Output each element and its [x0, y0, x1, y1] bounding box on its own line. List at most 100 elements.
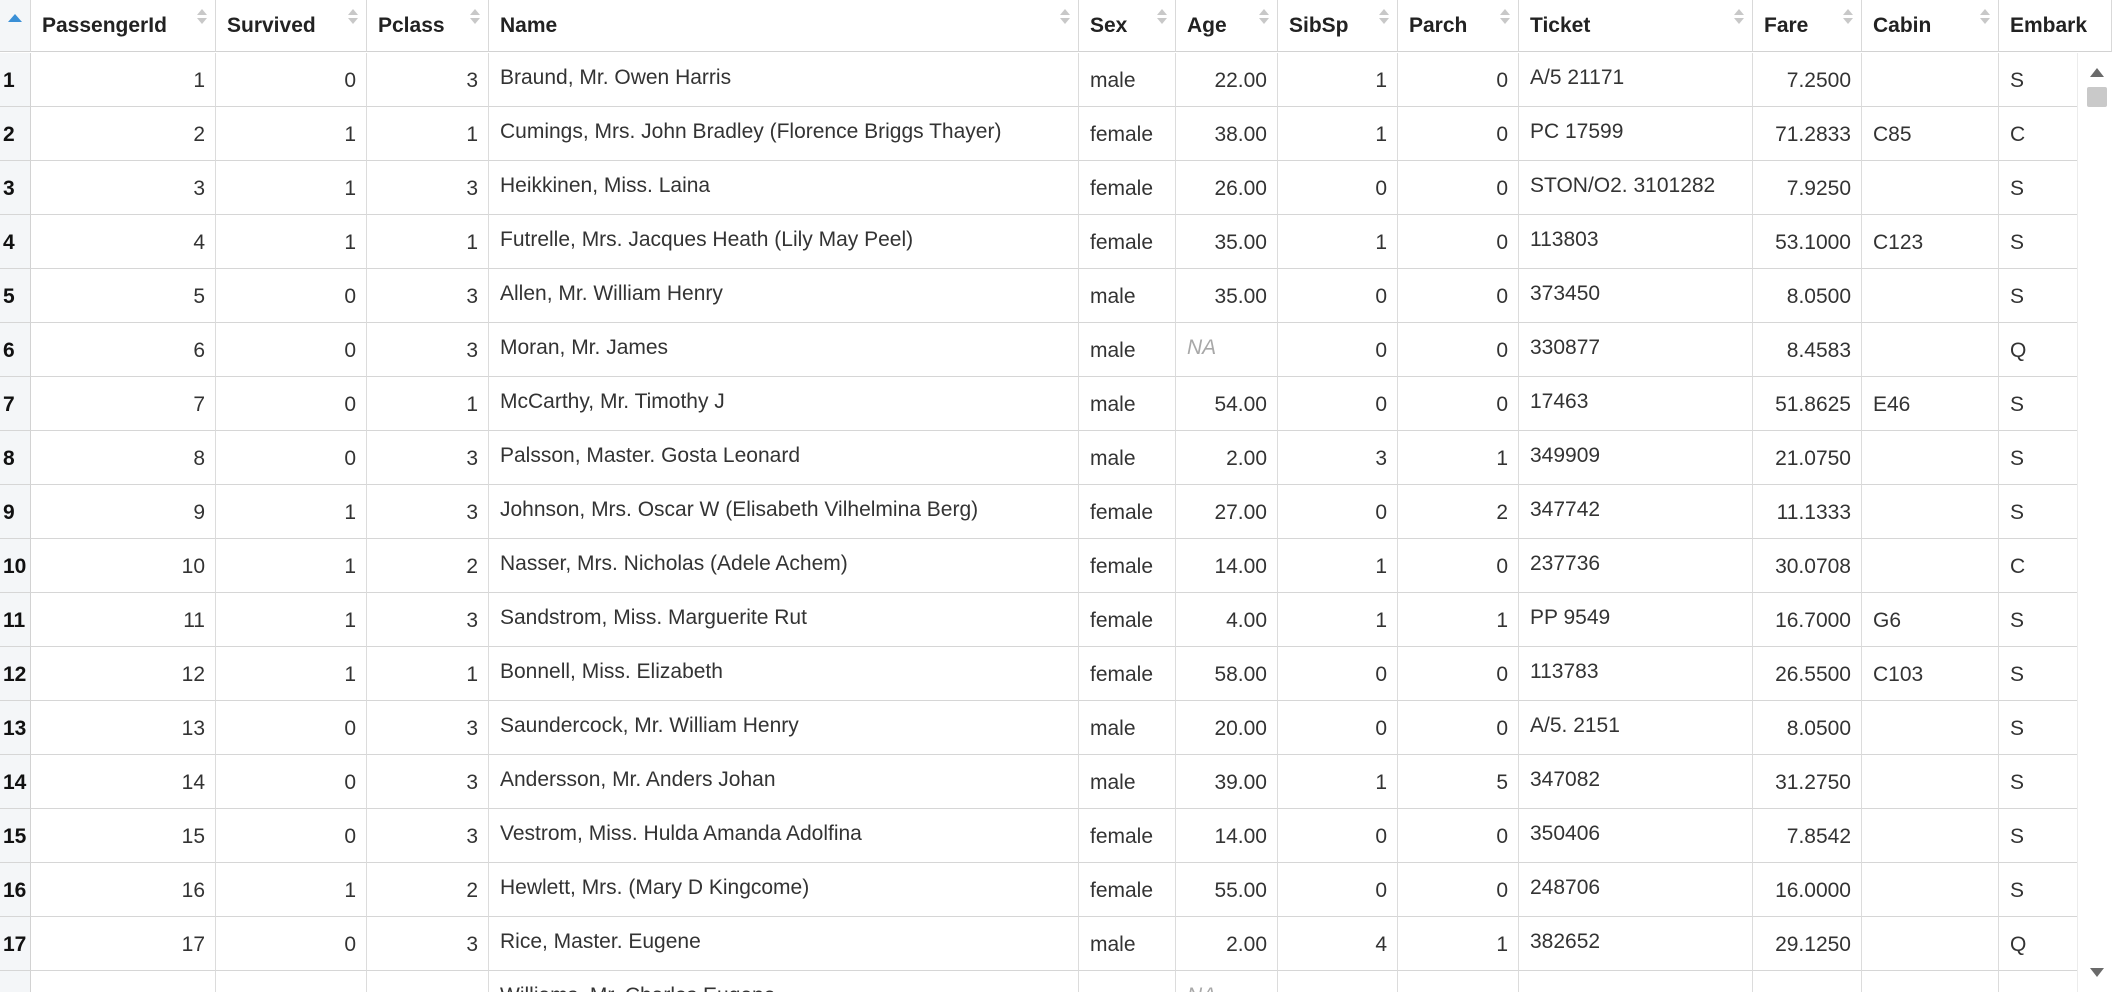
scrollbar-thumb[interactable] [2087, 87, 2107, 107]
row-number: 10 [0, 539, 31, 593]
cell-cabin [1862, 701, 1999, 755]
cell-age: 58.00 [1176, 647, 1278, 701]
scroll-down-icon[interactable] [2090, 968, 2104, 977]
cell-fare: 21.0750 [1753, 431, 1862, 485]
column-header-cabin[interactable]: Cabin [1862, 0, 1999, 52]
cell-name: Cumings, Mrs. John Bradley (Florence Bri… [489, 107, 1079, 161]
cell-sibsp: 1 [1278, 755, 1398, 809]
sort-arrows-icon[interactable] [1157, 9, 1167, 27]
sort-arrows-icon[interactable] [1259, 9, 1269, 27]
sort-arrows-icon[interactable] [470, 9, 480, 27]
column-header-label: Fare [1764, 14, 1809, 37]
cell-fare: 53.1000 [1753, 215, 1862, 269]
cell-passengerid [31, 971, 216, 992]
row-header-corner[interactable] [0, 0, 31, 52]
column-header-label: Embark [2010, 14, 2088, 37]
sort-arrows-icon[interactable] [1500, 9, 1510, 27]
cell-cabin [1862, 917, 1999, 971]
cell-parch: 0 [1398, 269, 1519, 323]
cell-parch: 5 [1398, 755, 1519, 809]
cell-ticket: PC 17599 [1519, 107, 1753, 161]
cell-parch: 1 [1398, 917, 1519, 971]
cell-pclass: 3 [367, 431, 489, 485]
cell-age: 2.00 [1176, 917, 1278, 971]
cell-pclass: 3 [367, 755, 489, 809]
cell-cabin: E46 [1862, 377, 1999, 431]
cell-cabin: C103 [1862, 647, 1999, 701]
row-number: 7 [0, 377, 31, 431]
row-number: 17 [0, 917, 31, 971]
cell-passengerid: 2 [31, 107, 216, 161]
cell-pclass: 3 [367, 701, 489, 755]
column-header-pclass[interactable]: Pclass [367, 0, 489, 52]
cell-name: Heikkinen, Miss. Laina [489, 161, 1079, 215]
cell-sibsp: 4 [1278, 917, 1398, 971]
column-header-label: Name [500, 14, 558, 37]
cell-age: 14.00 [1176, 809, 1278, 863]
cell-passengerid: 5 [31, 269, 216, 323]
cell-cabin [1862, 539, 1999, 593]
cell-cabin [1862, 269, 1999, 323]
cell-passengerid: 12 [31, 647, 216, 701]
column-header-sibsp[interactable]: SibSp [1278, 0, 1398, 52]
column-header-passengerid[interactable]: PassengerId [31, 0, 216, 52]
cell-fare: 16.7000 [1753, 593, 1862, 647]
vertical-scrollbar[interactable] [2077, 53, 2112, 992]
cell-name: Palsson, Master. Gosta Leonard [489, 431, 1079, 485]
cell-sibsp: 0 [1278, 323, 1398, 377]
column-header-label: Age [1187, 14, 1227, 37]
cell-ticket: 237736 [1519, 539, 1753, 593]
cell-cabin [1862, 323, 1999, 377]
column-header-sex[interactable]: Sex [1079, 0, 1176, 52]
column-header-name[interactable]: Name [489, 0, 1079, 52]
column-header-parch[interactable]: Parch [1398, 0, 1519, 52]
row-number: 13 [0, 701, 31, 755]
cell-ticket: 330877 [1519, 323, 1753, 377]
cell-survived: 0 [216, 701, 367, 755]
cell-sex: female [1079, 161, 1176, 215]
sort-arrows-icon[interactable] [348, 9, 358, 27]
sort-arrows-icon[interactable] [1980, 9, 1990, 27]
cell-sibsp: 1 [1278, 215, 1398, 269]
column-header-label: Cabin [1873, 14, 1932, 37]
cell-parch: 0 [1398, 215, 1519, 269]
column-header-survived[interactable]: Survived [216, 0, 367, 52]
cell-ticket: 349909 [1519, 431, 1753, 485]
cell-ticket: 347082 [1519, 755, 1753, 809]
cell-survived: 0 [216, 269, 367, 323]
sort-arrows-icon[interactable] [1379, 9, 1389, 27]
sort-arrows-icon[interactable] [1734, 9, 1744, 27]
cell-survived: 1 [216, 485, 367, 539]
sort-arrows-icon[interactable] [1843, 9, 1853, 27]
row-number: 15 [0, 809, 31, 863]
column-header-embarked[interactable]: Embark [1999, 0, 2112, 52]
cell-passengerid: 17 [31, 917, 216, 971]
cell-name: Allen, Mr. William Henry [489, 269, 1079, 323]
sort-arrows-icon[interactable] [1060, 9, 1070, 27]
cell-ticket: A/5 21171 [1519, 53, 1753, 107]
cell-parch: 0 [1398, 323, 1519, 377]
column-header-ticket[interactable]: Ticket [1519, 0, 1753, 52]
cell-cabin: C123 [1862, 215, 1999, 269]
cell-ticket: PP 9549 [1519, 593, 1753, 647]
column-header-fare[interactable]: Fare [1753, 0, 1862, 52]
cell-survived: 1 [216, 863, 367, 917]
cell-pclass: 3 [367, 485, 489, 539]
cell-pclass: 3 [367, 593, 489, 647]
cell-age: 54.00 [1176, 377, 1278, 431]
row-number: 11 [0, 593, 31, 647]
scroll-up-icon[interactable] [2090, 68, 2104, 77]
cell-survived: 0 [216, 755, 367, 809]
column-header-age[interactable]: Age [1176, 0, 1278, 52]
cell-sibsp: 0 [1278, 161, 1398, 215]
sort-arrows-icon[interactable] [197, 9, 207, 27]
row-number: 5 [0, 269, 31, 323]
cell-name: Hewlett, Mrs. (Mary D Kingcome) [489, 863, 1079, 917]
cell-sex: female [1079, 647, 1176, 701]
cell-parch: 0 [1398, 539, 1519, 593]
sort-ascending-icon[interactable] [8, 14, 22, 22]
cell-sex: male [1079, 53, 1176, 107]
column-header-label: Sex [1090, 14, 1128, 37]
cell-parch: 0 [1398, 377, 1519, 431]
cell-age: 27.00 [1176, 485, 1278, 539]
